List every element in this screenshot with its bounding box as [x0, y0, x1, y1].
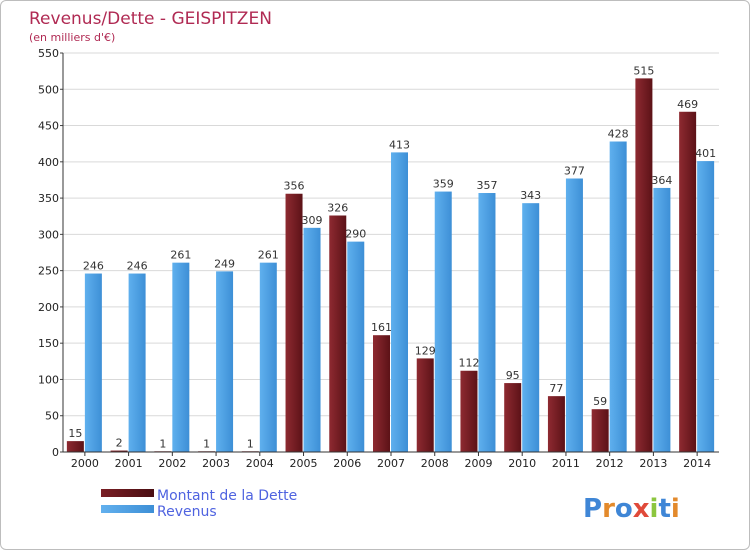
- bars: [66, 78, 715, 453]
- bar-revenus: [478, 193, 496, 452]
- value-label-debt: 356: [284, 180, 305, 193]
- value-label-debt: 77: [549, 382, 563, 395]
- x-tick-label: 2014: [683, 457, 711, 470]
- value-label-revenus: 246: [83, 260, 104, 273]
- x-tick-label: 2011: [552, 457, 580, 470]
- x-tick-label: 2009: [464, 457, 492, 470]
- x-tick-label: 2012: [596, 457, 624, 470]
- value-label-revenus: 428: [608, 128, 629, 141]
- value-label-revenus: 413: [389, 138, 410, 151]
- axes: 2000 2001 2002 2003 2004 2005 2006 2007 2008 2009…: [62, 53, 719, 470]
- bar-revenus: [434, 191, 452, 452]
- value-label-revenus: 309: [302, 214, 323, 227]
- value-label-revenus: 261: [258, 249, 279, 262]
- y-tick-label: 500: [38, 83, 59, 96]
- y-tick-label: 200: [38, 301, 59, 314]
- bar-revenus: [391, 152, 408, 452]
- bar-debt: [460, 370, 478, 452]
- value-label-revenus: 377: [564, 165, 585, 178]
- value-label-revenus: 359: [433, 178, 454, 191]
- y-tick-label: 450: [38, 120, 59, 133]
- value-label-revenus: 401: [695, 147, 716, 160]
- bar-debt: [635, 78, 653, 453]
- legend: Montant de la Dette Revenus: [101, 488, 297, 520]
- chart-title: Revenus/Dette - GEISPITZEN: [29, 9, 272, 29]
- bar-debt: [66, 441, 84, 452]
- value-label-revenus: 249: [214, 257, 235, 270]
- bar-revenus: [84, 273, 102, 452]
- value-label-debt: 1: [203, 437, 210, 450]
- bar-revenus: [565, 178, 583, 452]
- bar-debt: [679, 111, 697, 453]
- proxiti-logo: Proxiti: [583, 494, 680, 524]
- value-label-debt: 112: [458, 357, 479, 370]
- bar-debt: [547, 396, 565, 452]
- value-label-revenus: 343: [520, 189, 541, 202]
- value-label-debt: 95: [506, 369, 520, 382]
- x-tick-label: 2005: [290, 457, 318, 470]
- x-tick-label: 2007: [377, 457, 405, 470]
- bar-debt: [110, 450, 128, 452]
- y-tick-label: 150: [38, 337, 59, 350]
- bar-revenus: [347, 241, 365, 452]
- value-labels: 15 246 2 246 1 261 1 249 1 261 356 309 326 290 161 413 1…: [68, 64, 716, 450]
- x-tick-label: 2001: [115, 457, 143, 470]
- value-label-debt: 1: [159, 437, 166, 450]
- value-label-revenus: 364: [651, 174, 672, 187]
- logo-text: Proxiti: [583, 494, 680, 524]
- value-label-revenus: 261: [170, 249, 191, 262]
- value-label-debt: 469: [677, 98, 698, 111]
- value-label-debt: 1: [247, 437, 254, 450]
- y-tick-label: 350: [38, 192, 59, 205]
- value-label-debt: 15: [68, 427, 82, 440]
- bar-debt: [329, 215, 347, 452]
- x-tick-label: 2000: [71, 457, 99, 470]
- bar-revenus: [216, 271, 234, 452]
- value-label-debt: 515: [633, 64, 654, 77]
- x-tick-label: 2002: [158, 457, 186, 470]
- value-label-revenus: 357: [476, 179, 497, 192]
- value-label-debt: 2: [116, 437, 123, 450]
- value-label-debt: 161: [371, 321, 392, 334]
- legend-label-revenus: Revenus: [157, 504, 217, 520]
- x-tick-label: 2013: [639, 457, 667, 470]
- bar-debt: [373, 335, 390, 452]
- y-tick-label: 550: [38, 47, 59, 60]
- bar-revenus: [522, 203, 540, 452]
- bar-debt: [504, 383, 522, 452]
- bar-debt: [591, 409, 609, 452]
- bar-revenus: [172, 262, 190, 452]
- y-tick-label: 50: [45, 410, 59, 423]
- chart-subtitle: (en milliers d'€): [29, 31, 115, 44]
- y-tick-label: 300: [38, 228, 59, 241]
- bar-revenus: [303, 227, 321, 452]
- bar-revenus: [128, 273, 146, 452]
- bar-debt: [416, 358, 434, 452]
- bar-revenus: [653, 187, 671, 452]
- bar-revenus: [697, 161, 715, 453]
- value-label-debt: 129: [415, 344, 436, 357]
- x-tick-label: 2008: [421, 457, 449, 470]
- y-tick-label: 250: [38, 265, 59, 278]
- y-tick-label: 400: [38, 156, 59, 169]
- value-label-debt: 59: [593, 395, 607, 408]
- legend-swatch-revenus: [101, 505, 154, 513]
- legend-label-debt: Montant de la Dette: [157, 488, 297, 504]
- y-tick-label: 0: [52, 446, 59, 459]
- bar-revenus: [609, 141, 627, 453]
- legend-swatch-debt: [101, 489, 154, 497]
- x-tick-label: 2006: [333, 457, 361, 470]
- x-tick-label: 2004: [246, 457, 274, 470]
- value-label-revenus: 246: [127, 260, 148, 273]
- y-tick-label: 100: [38, 373, 59, 386]
- x-tick-label: 2003: [202, 457, 230, 470]
- x-tick-label: 2010: [508, 457, 536, 470]
- bar-revenus: [259, 262, 277, 452]
- value-label-revenus: 290: [345, 228, 366, 241]
- bar-debt: [285, 193, 303, 453]
- value-label-debt: 326: [327, 202, 348, 215]
